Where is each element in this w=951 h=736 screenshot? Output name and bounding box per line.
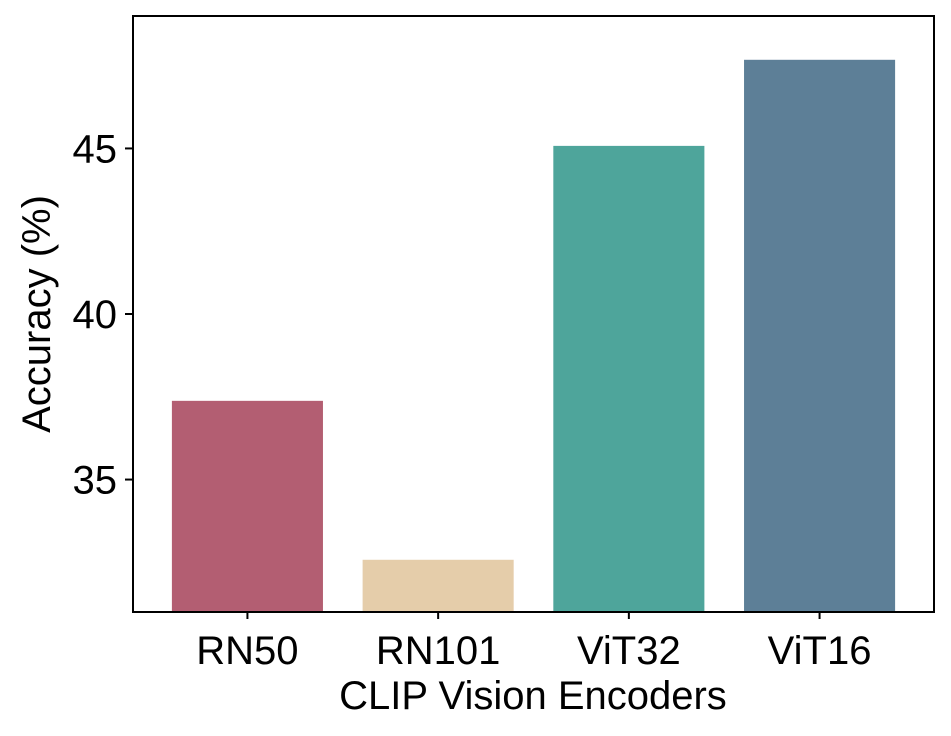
y-axis-ticks: 35 40 45: [73, 127, 133, 503]
x-tick-label: ViT32: [577, 629, 681, 673]
x-axis-label: CLIP Vision Encoders: [339, 674, 727, 718]
y-tick-label: 35: [73, 459, 118, 503]
x-tick-label: RN50: [196, 629, 298, 673]
bar-vit16: [742, 58, 897, 613]
bar-rn101: [361, 558, 516, 613]
x-axis-ticks: RN50 RN101 ViT32 ViT16: [196, 612, 871, 673]
y-tick-label: 40: [73, 293, 118, 337]
bar-rn50: [170, 399, 325, 613]
bars-group: [170, 58, 897, 613]
bar-vit32: [551, 144, 706, 613]
x-tick-label: RN101: [376, 629, 501, 673]
y-axis-label: Accuracy (%): [15, 195, 59, 433]
x-tick-label: ViT16: [768, 629, 872, 673]
y-tick-label: 45: [73, 127, 118, 171]
